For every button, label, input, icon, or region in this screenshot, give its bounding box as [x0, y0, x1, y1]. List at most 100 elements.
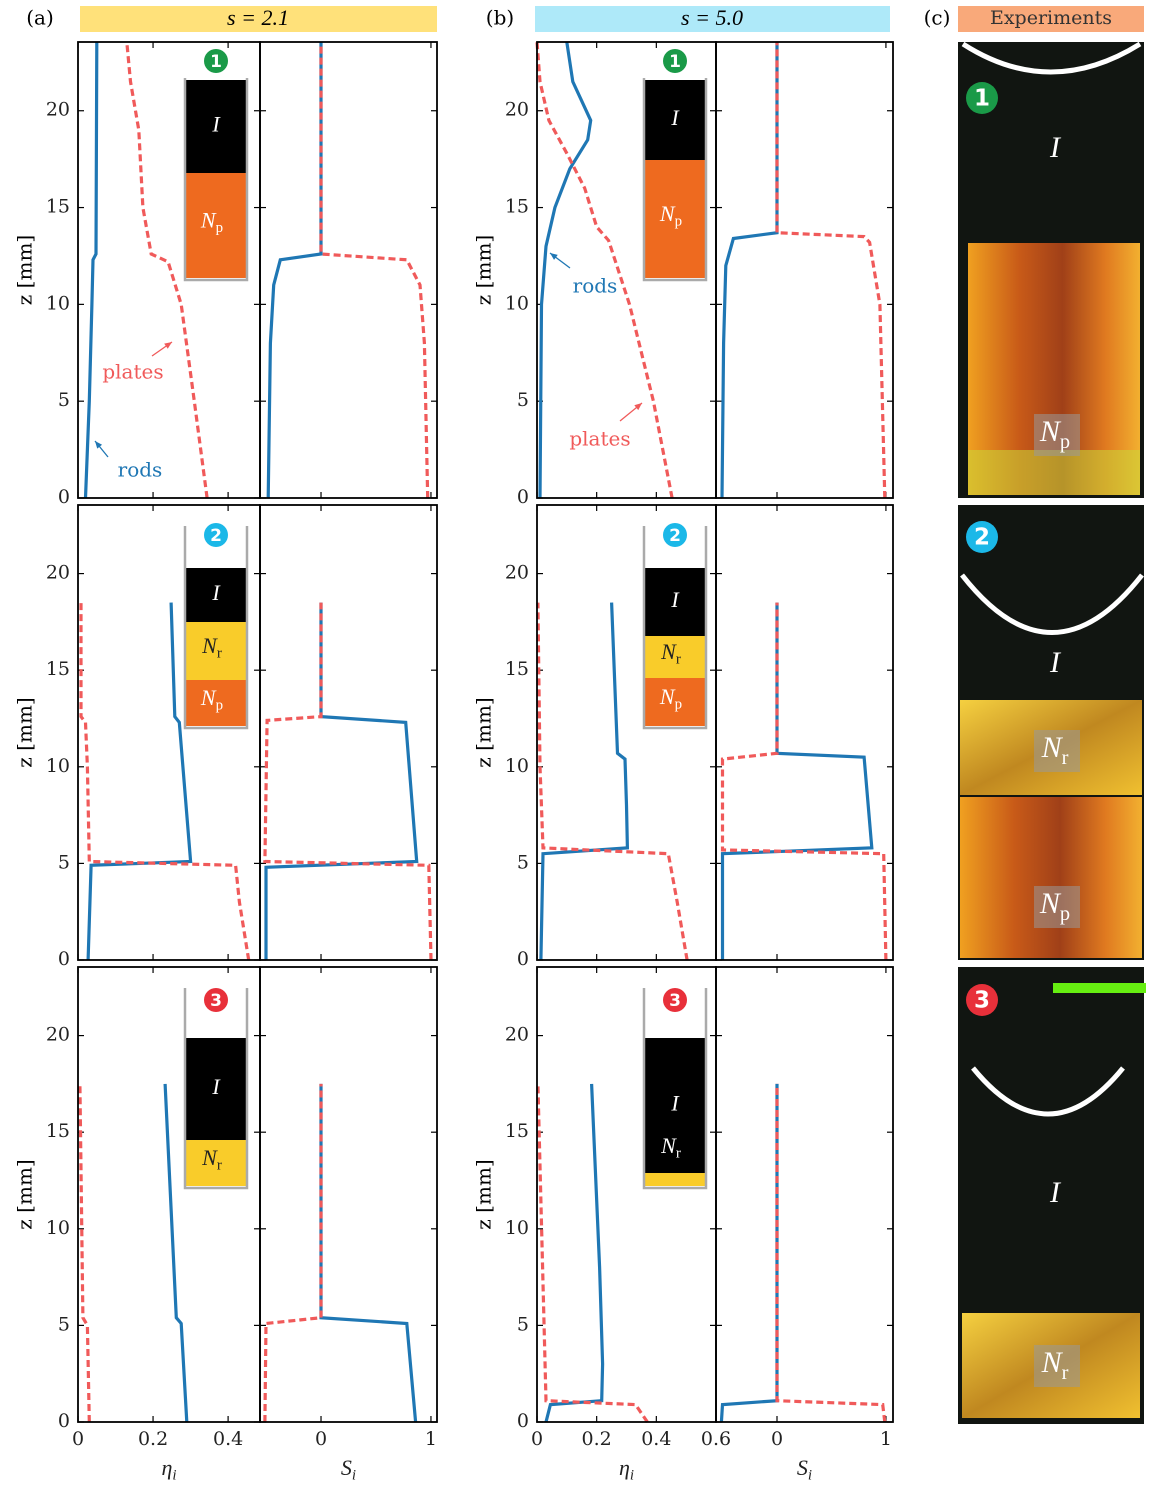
y-tick-label: 0 [517, 486, 529, 508]
phase-label-subscript: r [676, 1146, 681, 1162]
y-tick-label: 15 [505, 658, 529, 680]
y-tick-label: 0 [58, 1410, 70, 1432]
x-axis-label-subscript: i [172, 1468, 176, 1484]
phase-label-symbol: N [200, 208, 217, 233]
annotation-arrowhead [164, 342, 172, 349]
y-tick-label: 10 [505, 1217, 529, 1239]
phase-label-symbol: N [660, 639, 677, 664]
phase-label-subscript: p [1060, 431, 1070, 453]
y-tick-label: 5 [58, 851, 70, 873]
phase-label-symbol: N [659, 201, 676, 226]
annotation: rods [118, 458, 163, 482]
y-tick-label: 0 [58, 486, 70, 508]
x-axis-label-symbol: η [161, 1455, 172, 1480]
y-axis-label: z [mm] [13, 235, 37, 305]
phase-label-subscript: p [675, 697, 682, 713]
y-tick-label: 20 [46, 1024, 70, 1046]
plates-line [321, 42, 428, 498]
x-axis-label-symbol: η [619, 1455, 630, 1480]
plates-line [80, 1084, 89, 1422]
y-axis-label: z [mm] [472, 1159, 496, 1229]
y-tick-label: 20 [505, 562, 529, 584]
x-axis-label-subscript: i [352, 1468, 356, 1484]
y-tick-label: 0 [517, 1410, 529, 1432]
annotation: plates [569, 427, 630, 451]
panel-label: (b) [486, 6, 514, 30]
plot-frame [716, 505, 893, 960]
phase-label-symbol: N [1039, 415, 1062, 448]
x-tick-label: 1 [425, 1428, 437, 1450]
plates-line [265, 603, 431, 960]
column-header: s = 5.0 [681, 5, 743, 30]
column-header: Experiments [990, 7, 1112, 29]
x-tick-label: 0.4 [213, 1428, 243, 1450]
rods-line [165, 1084, 187, 1422]
plot-frame [260, 42, 437, 498]
rods-line [541, 603, 628, 960]
state-number: 2 [974, 525, 990, 551]
plates-line [723, 603, 886, 960]
figure: (a) (b) (c) s = 2.1 s = 5.0 Experiments … [0, 0, 1156, 1488]
rods-line [723, 603, 872, 960]
panel-label: (c) [924, 6, 951, 30]
phase-label-subscript: r [217, 1158, 222, 1174]
phase-label-symbol: N [200, 685, 217, 710]
phase-label-symbol: N [660, 1133, 677, 1158]
x-tick-label: 0.6 [701, 1428, 731, 1450]
y-tick-label: 10 [46, 755, 70, 777]
x-axis-label: ηi [619, 1455, 634, 1484]
state-number: 2 [210, 526, 222, 546]
y-axis-label: z [mm] [13, 697, 37, 767]
rods-line [722, 42, 777, 498]
phase-label-subscript: r [1062, 747, 1069, 769]
y-tick-label: 5 [517, 389, 529, 411]
y-tick-label: 20 [505, 99, 529, 121]
plot-frame [537, 967, 716, 1422]
y-tick-label: 10 [505, 292, 529, 314]
y-tick-label: 5 [58, 389, 70, 411]
x-tick-label: 0 [315, 1428, 327, 1450]
plates-line [777, 1084, 885, 1422]
phase-label-symbol: N [201, 633, 218, 658]
rods-line [86, 42, 97, 498]
x-axis-label-subscript: i [808, 1468, 812, 1484]
state-number: 3 [210, 991, 222, 1011]
y-axis-label: z [mm] [472, 697, 496, 767]
y-tick-label: 20 [505, 1024, 529, 1046]
phase-label-symbol: N [1041, 1346, 1064, 1379]
state-number: 2 [669, 526, 681, 546]
state-number: 3 [669, 991, 681, 1011]
x-axis-label: ηi [161, 1455, 176, 1484]
rods-line [266, 603, 417, 960]
y-tick-label: 0 [58, 948, 70, 970]
phase-layer [644, 1173, 706, 1186]
phase-label-symbol: N [1039, 887, 1062, 920]
phase-label-symbol: N [201, 1145, 218, 1170]
y-axis-label: z [mm] [13, 1159, 37, 1229]
phase-label-subscript: p [1060, 903, 1070, 925]
rods-line [88, 603, 191, 960]
y-tick-label: 20 [46, 562, 70, 584]
rods-line [321, 1084, 416, 1422]
column-header: s = 2.1 [227, 5, 289, 30]
y-tick-label: 5 [517, 1313, 529, 1335]
y-tick-label: 20 [46, 99, 70, 121]
x-tick-label: 0 [72, 1428, 84, 1450]
y-tick-label: 10 [46, 1217, 70, 1239]
state-number: 1 [669, 52, 681, 72]
state-number: 3 [974, 988, 990, 1014]
x-tick-label: 0 [771, 1428, 783, 1450]
plot-frame [260, 505, 437, 960]
y-tick-label: 10 [46, 292, 70, 314]
y-tick-label: 15 [46, 1120, 70, 1142]
x-axis-label-symbol: S [341, 1455, 352, 1480]
phase-label-subscript: p [216, 221, 223, 237]
y-tick-label: 15 [46, 658, 70, 680]
y-tick-label: 15 [46, 196, 70, 218]
phase-label-subscript: r [217, 646, 222, 662]
x-tick-label: 1 [880, 1428, 892, 1450]
plates-line [265, 1084, 321, 1422]
y-tick-label: 5 [517, 851, 529, 873]
x-axis-label-symbol: S [797, 1455, 808, 1480]
y-tick-label: 15 [505, 196, 529, 218]
